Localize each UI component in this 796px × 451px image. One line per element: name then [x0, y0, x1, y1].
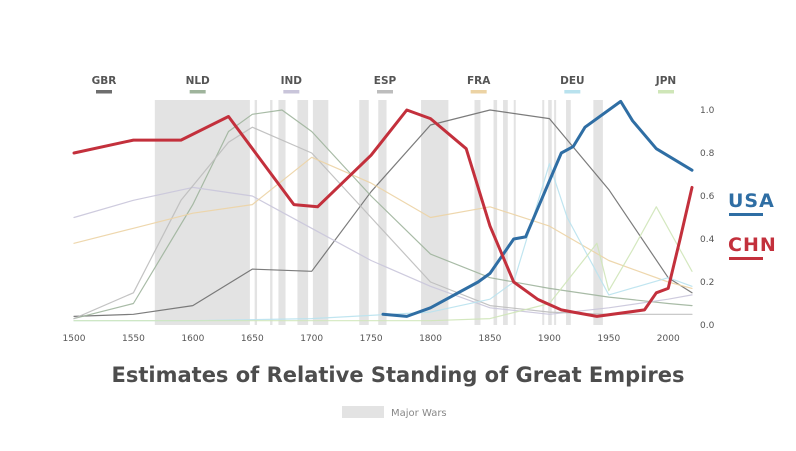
legend-label-ind: IND — [281, 75, 303, 87]
legend-swatch-jpn — [658, 90, 674, 94]
war-band — [270, 100, 273, 325]
watermark: 六数跨境 — [13, 425, 86, 443]
watermark-text: 六数跨境 — [38, 427, 86, 442]
x-tick-label: 1950 — [597, 334, 620, 344]
war-band — [378, 100, 387, 325]
series-line-usa — [381, 99, 694, 318]
legend-swatch-fra — [470, 90, 487, 94]
war-band — [297, 100, 309, 325]
legend-swatch-ind — [283, 90, 300, 94]
war-band — [154, 100, 250, 325]
legend-label-jpn: JPN — [655, 75, 676, 87]
x-tick-label: 1800 — [419, 334, 442, 344]
series-line-chn — [72, 108, 694, 318]
x-tick-label: 1500 — [63, 334, 86, 344]
y-tick-label: 1.0 — [700, 106, 715, 116]
legend-label-deu: DEU — [560, 75, 584, 87]
highlight-labels: USA CHN — [728, 190, 777, 260]
legend-label-gbr: GBR — [92, 75, 117, 87]
y-tick-label: 0.8 — [700, 149, 715, 159]
war-band — [554, 100, 557, 325]
series-line-fra — [73, 156, 693, 289]
legend-label-nld: NLD — [186, 75, 210, 87]
series-line-nld — [73, 109, 693, 320]
series-label-underline-chn — [729, 257, 763, 260]
y-axis: 0.0 0.2 0.4 0.6 0.8 1.0 — [700, 106, 715, 331]
legend-label-fra: FRA — [467, 75, 491, 87]
series-line-ind — [73, 186, 693, 315]
war-band — [542, 100, 545, 325]
y-tick-label: 0.0 — [700, 321, 715, 331]
war-band — [566, 100, 571, 325]
x-tick-label: 1650 — [241, 334, 264, 344]
x-tick-label: 1750 — [360, 334, 383, 344]
war-band — [593, 100, 603, 325]
war-band — [493, 100, 498, 325]
war-band — [503, 100, 508, 325]
series-label-chn: CHN — [728, 234, 777, 256]
x-tick-label: 1700 — [300, 334, 323, 344]
war-band — [513, 100, 516, 325]
y-tick-label: 0.6 — [700, 192, 715, 202]
war-band — [312, 100, 329, 325]
x-tick-label: 1550 — [122, 334, 145, 344]
legend-swatch-nld — [189, 90, 206, 94]
watermark-logo-icon — [13, 425, 31, 443]
x-axis: 1500 1550 1600 1650 1700 1750 1800 1850 1900 1950… — [63, 334, 680, 344]
legend-swatch-gbr — [96, 90, 112, 94]
major-wars-bands — [154, 100, 603, 325]
chart-title: Estimates of Relative Standing of Great … — [112, 363, 685, 387]
legend-swatch-esp — [377, 90, 393, 94]
x-tick-label: 1850 — [479, 334, 502, 344]
war-band — [474, 100, 481, 325]
wars-legend-swatch — [342, 406, 384, 418]
x-tick-label: 1900 — [538, 334, 561, 344]
y-tick-label: 0.4 — [700, 235, 715, 245]
legend: GBR NLD IND ESP FRA DEU JPN — [92, 75, 676, 94]
war-band — [548, 100, 552, 325]
y-tick-label: 0.2 — [700, 278, 714, 288]
series-label-underline-usa — [729, 213, 763, 216]
x-tick-label: 2000 — [657, 334, 680, 344]
x-tick-label: 1600 — [181, 334, 204, 344]
legend-label-esp: ESP — [374, 75, 397, 87]
legend-swatch-deu — [564, 90, 581, 94]
war-band — [359, 100, 369, 325]
wars-legend-label: Major Wars — [391, 408, 447, 419]
series-label-usa: USA — [728, 190, 775, 212]
series-lines — [72, 99, 694, 322]
war-band — [254, 100, 258, 325]
series-line-gbr — [73, 109, 693, 317]
